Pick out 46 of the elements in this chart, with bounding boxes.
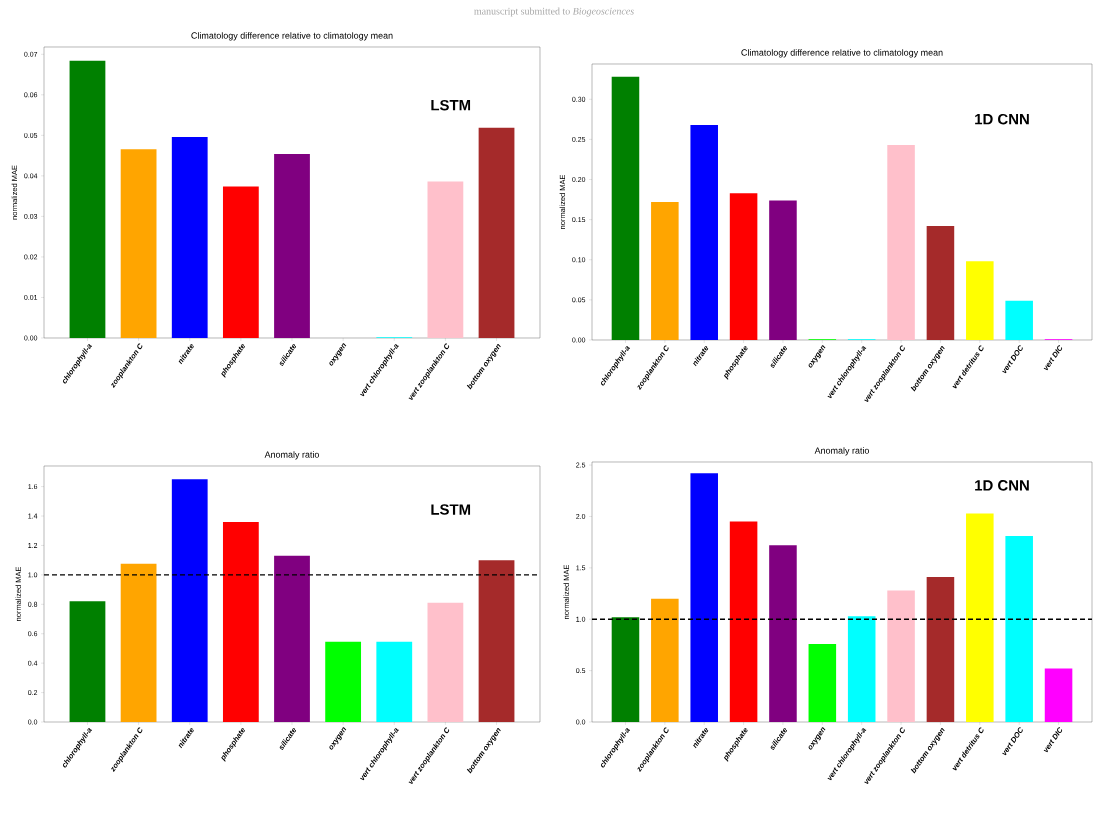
bar <box>171 136 208 338</box>
bar <box>222 186 259 338</box>
bar <box>690 473 718 722</box>
text: manuscript submitted to Biogeosciences <box>474 7 634 17</box>
bar <box>690 124 718 340</box>
bar <box>171 479 208 722</box>
bar <box>325 641 362 722</box>
bar <box>222 521 259 722</box>
annotation: 1D CNN <box>975 480 1029 491</box>
bar <box>1044 668 1073 722</box>
bar <box>729 521 758 722</box>
bar <box>478 127 515 338</box>
annotation: LSTM <box>431 504 471 515</box>
bar <box>427 602 464 722</box>
bar <box>427 181 464 338</box>
bar <box>120 149 157 338</box>
bar <box>966 261 994 340</box>
bar <box>1005 300 1033 340</box>
bar <box>376 641 413 722</box>
bar <box>69 60 106 338</box>
bar <box>651 201 679 340</box>
bar <box>926 226 955 340</box>
bar <box>769 200 797 340</box>
chart-title: Anomaly ratio <box>814 447 870 456</box>
bar <box>274 153 310 338</box>
bar <box>120 563 157 722</box>
bar <box>887 145 915 340</box>
bar <box>274 555 310 722</box>
bar <box>611 617 640 722</box>
bar <box>729 193 758 340</box>
bar <box>887 590 915 722</box>
annotation: LSTM <box>431 99 471 111</box>
bar <box>808 643 837 722</box>
bar <box>769 545 797 722</box>
chart-title: Anomaly ratio <box>264 451 320 460</box>
bar <box>611 76 640 340</box>
bar <box>847 616 876 722</box>
bar <box>478 560 515 722</box>
bar <box>966 513 994 722</box>
bar <box>926 577 955 722</box>
bar <box>651 598 679 722</box>
chart-title: Climatology difference relative to climatology mean <box>741 49 943 58</box>
chart-title: Climatology difference relative to climatology mean <box>191 32 393 41</box>
annotation: 1D CNN <box>975 113 1029 125</box>
bar <box>1005 535 1033 722</box>
bar <box>69 601 106 722</box>
